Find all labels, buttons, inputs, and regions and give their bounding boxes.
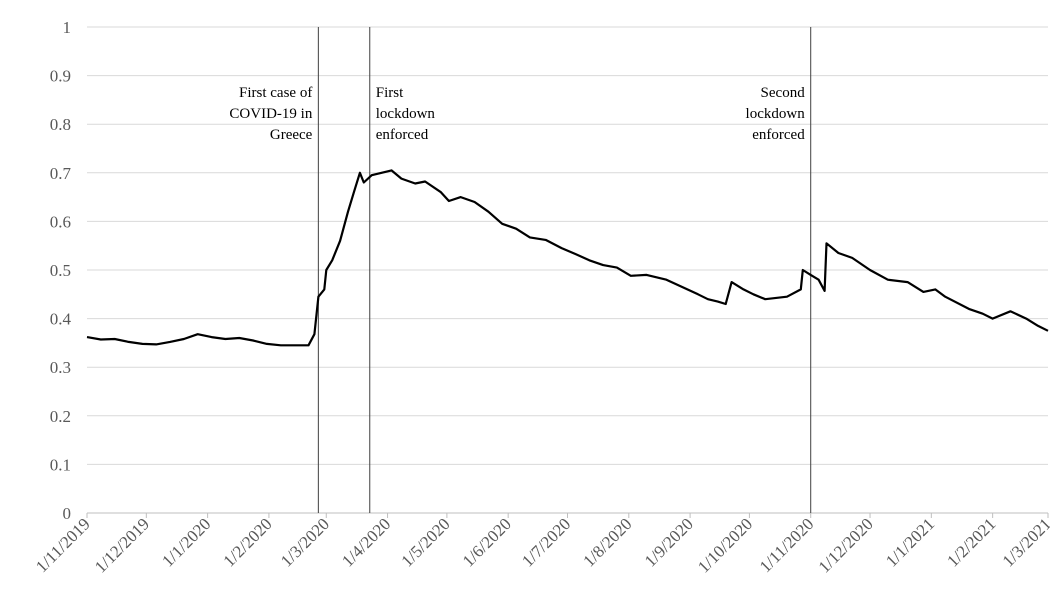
x-tick-label: 1/4/2020: [338, 514, 394, 570]
x-tick-label: 1/3/2021: [999, 514, 1050, 570]
x-tick-label: 1/11/2019: [32, 514, 94, 576]
x-tick-label: 1/6/2020: [459, 514, 515, 570]
x-tick-label: 1/7/2020: [518, 514, 574, 570]
x-tick-label: 1/2/2020: [220, 514, 276, 570]
y-tick-label: 0.9: [50, 67, 71, 86]
y-tick-label: 0.8: [50, 115, 71, 134]
x-tick-label: 1/12/2020: [815, 514, 877, 576]
x-tick-label: 1/10/2020: [694, 514, 756, 576]
y-tick-label: 1: [63, 18, 72, 37]
annotation-text: First: [376, 85, 404, 101]
x-tick-label: 1/1/2020: [158, 514, 214, 570]
x-tick-label: 1/9/2020: [641, 514, 697, 570]
x-tick-label: 1/11/2020: [756, 514, 818, 576]
x-tick-label: 1/2/2021: [943, 514, 999, 570]
y-tick-label: 0.2: [50, 407, 71, 426]
y-tick-label: 0.4: [50, 310, 72, 329]
y-tick-label: 0.5: [50, 261, 71, 280]
annotation-text: Greece: [270, 127, 313, 143]
x-tick-label: 1/1/2021: [882, 514, 938, 570]
annotation-text: Second: [761, 85, 806, 101]
annotation-text: lockdown: [746, 106, 806, 122]
annotation-text: COVID-19 in: [229, 106, 312, 122]
annotation-text: First case of: [239, 85, 312, 101]
annotation-text: enforced: [376, 127, 429, 143]
annotation-text: lockdown: [376, 106, 436, 122]
y-tick-label: 0.3: [50, 358, 71, 377]
data-line: [86, 169, 1049, 347]
y-tick-label: 0.7: [50, 164, 72, 183]
x-tick-label: 1/5/2020: [398, 514, 454, 570]
y-tick-label: 0.1: [50, 455, 71, 474]
y-tick-label: 0: [63, 504, 72, 523]
annotation-text: enforced: [752, 127, 805, 143]
y-tick-label: 0.6: [50, 212, 71, 231]
x-tick-label: 1/12/2019: [91, 514, 153, 576]
x-tick-label: 1/8/2020: [579, 514, 635, 570]
x-tick-label: 1/3/2020: [277, 514, 333, 570]
